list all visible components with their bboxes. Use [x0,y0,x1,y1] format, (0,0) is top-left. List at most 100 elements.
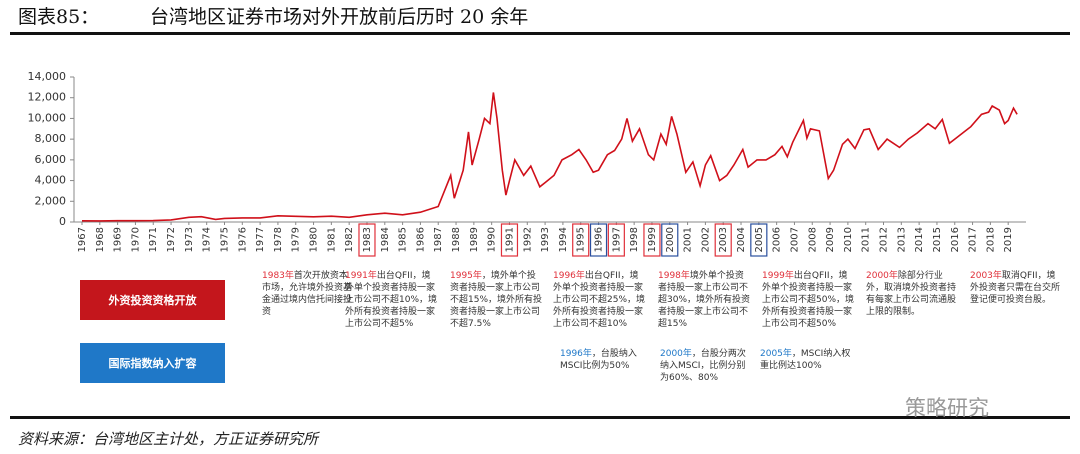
x-tick-label: 1976 [237,227,248,252]
annotation: 2000年除部分行业外，取消境外投资者持有每家上市公司流通股上限的限制。 [866,270,958,318]
watermark: 策略研究 [905,396,989,420]
tick-highlight [572,223,590,257]
header-rule [10,32,1070,35]
x-tick-label: 1974 [202,227,213,252]
tick-highlight [750,223,768,257]
annotation-text: 境外单个投资者持股一家上市公司不超30%，境外所有投资者持股一家上市公司不超15… [658,271,751,329]
x-tick-label: 1995 [576,227,587,252]
annotation-text: 除部分行业外，取消境外投资者持有每家上市公司流通股上限的限制。 [866,271,957,317]
x-tick-label: 1998 [629,227,640,252]
y-tick-label: 2,000 [35,194,67,207]
annotation: 2005年，MSCI纳入权重比例达100% [760,348,852,372]
x-tick-label: 2001 [683,227,694,252]
annotation-year: 2003年 [970,271,1002,281]
x-tick-label: 2009 [825,227,836,252]
x-tick-label: 1972 [166,227,177,252]
y-tick-label: 6,000 [35,153,67,166]
annotation: 1998年境外单个投资者持股一家上市公司不超30%，境外所有投资者持股一家上市公… [658,270,750,330]
x-tick-label: 1990 [487,227,498,252]
annotation: 2003年取消QFII，境外投资者只需在台交所登记便可投资台股。 [970,270,1062,306]
annotation-year: 2000年 [866,271,898,281]
y-tick-label: 10,000 [28,111,67,124]
x-tick-label: 1981 [326,227,337,252]
x-tick-label: 2010 [843,227,854,252]
header-label: 图表85： [18,6,99,28]
x-tick-label: 1991 [504,227,515,252]
tick-highlight [714,223,732,257]
annotation: 1996年，台股纳入MSCI比例为50% [560,348,652,372]
tick-highlight [643,223,661,257]
x-tick-label: 1967 [77,227,88,252]
annotation-text: ，台股纳入MSCI比例为50% [560,349,637,371]
x-tick-label: 2012 [879,227,890,252]
x-tick-label: 2019 [1003,227,1014,252]
x-tick-label: 2015 [932,227,943,252]
x-tick-label: 1983 [362,227,373,252]
x-tick-label: 1984 [380,227,391,252]
index-line [81,92,1018,222]
footer-rule [10,416,1070,419]
annotation-year: 1999年 [762,271,794,281]
x-tick-label: 1994 [558,227,569,252]
annotation-year: 1998年 [658,271,690,281]
x-tick-label: 1992 [522,227,533,252]
x-tick-label: 1985 [398,227,409,252]
annotation-year: 1983年 [262,271,294,281]
x-tick-label: 1980 [309,227,320,252]
annotation-text: 取消QFII，境外投资者只需在台交所登记便可投资台股。 [970,271,1061,305]
annotation-text: ，台股分两次纳入MSCI，比例分别为60%、80% [660,349,746,383]
x-tick-label: 1970 [130,227,141,252]
annotation-text: 出台QFII，境外单个投资者持股一家上市公司不超25%，境外所有投资者持股一家上… [553,271,646,329]
x-tick-label: 2006 [772,227,783,252]
annotation: 1996年出台QFII，境外单个投资者持股一家上市公司不超25%，境外所有投资者… [553,270,645,330]
x-tick-label: 1975 [219,227,230,252]
x-tick-label: 1989 [469,227,480,252]
y-tick-label: 14,000 [28,70,67,83]
x-tick-label: 1973 [184,227,195,252]
annotation: 1995年，境外单个投资者持股一家上市公司不超15%，境外所有投资者持股一家上市… [450,270,542,330]
x-tick-label: 2004 [736,227,747,252]
x-tick-label: 2017 [968,227,979,252]
x-tick-label: 2002 [700,227,711,252]
x-tick-label: 1978 [273,227,284,252]
annotation: 1999年出台QFII，境外单个投资者持股一家上市公司不超50%，境外所有投资者… [762,270,854,330]
annotation-year: 2005年 [760,349,792,359]
annotation-text: ，境外单个投资者持股一家上市公司不超15%，境外所有投资者持股一家上市公司不超7… [450,271,543,329]
annotation-text: 出台QFII，境外单个投资者持股一家上市公司不超50%，境外所有投资者持股一家上… [762,271,855,329]
x-tick-label: 1997 [611,227,622,252]
x-tick-label: 1993 [540,227,551,252]
y-tick-label: 4,000 [35,174,67,187]
annotation: 2000年，台股分两次纳入MSCI，比例分别为60%、80% [660,348,752,384]
x-tick-label: 1979 [291,227,302,252]
x-tick-label: 2018 [985,227,996,252]
tick-highlight [607,223,625,257]
x-tick-label: 2014 [914,227,925,252]
annotation: 1983年首次开放资本市场，允许境外投资基金通过境内信托间接投资 [262,270,354,318]
x-tick-label: 1977 [255,227,266,252]
x-tick-label: 1969 [113,227,124,252]
x-tick-label: 2011 [861,227,872,252]
annotation-year: 2000年 [660,349,692,359]
tick-highlight [661,223,679,257]
legend-box: 国际指数纳入扩容 [80,343,225,383]
x-tick-label: 2000 [665,227,676,252]
source: 资料来源：台湾地区主计处，方正证券研究所 [18,430,319,448]
y-tick-label: 12,000 [28,91,67,104]
x-tick-label: 2013 [896,227,907,252]
y-tick-label: 8,000 [35,132,67,145]
tick-highlight [358,223,376,257]
x-tick-label: 1971 [148,227,159,252]
x-tick-label: 1999 [647,227,658,252]
legend-box: 外资投资资格开放 [80,280,225,320]
x-tick-label: 1987 [433,227,444,252]
x-tick-label: 2003 [718,227,729,252]
annotation-year: 1996年 [560,349,592,359]
tick-highlight [500,223,519,257]
x-tick-label: 2005 [754,227,765,252]
annotation-text: ，MSCI纳入权重比例达100% [760,349,851,371]
annotation: 1991年出台QFII，境外单个投资者持股一家上市公司不超10%，境外所有投资者… [345,270,437,330]
x-tick-label: 1996 [594,227,605,252]
y-tick-label: 0 [59,215,66,228]
x-tick-label: 2016 [950,227,961,252]
